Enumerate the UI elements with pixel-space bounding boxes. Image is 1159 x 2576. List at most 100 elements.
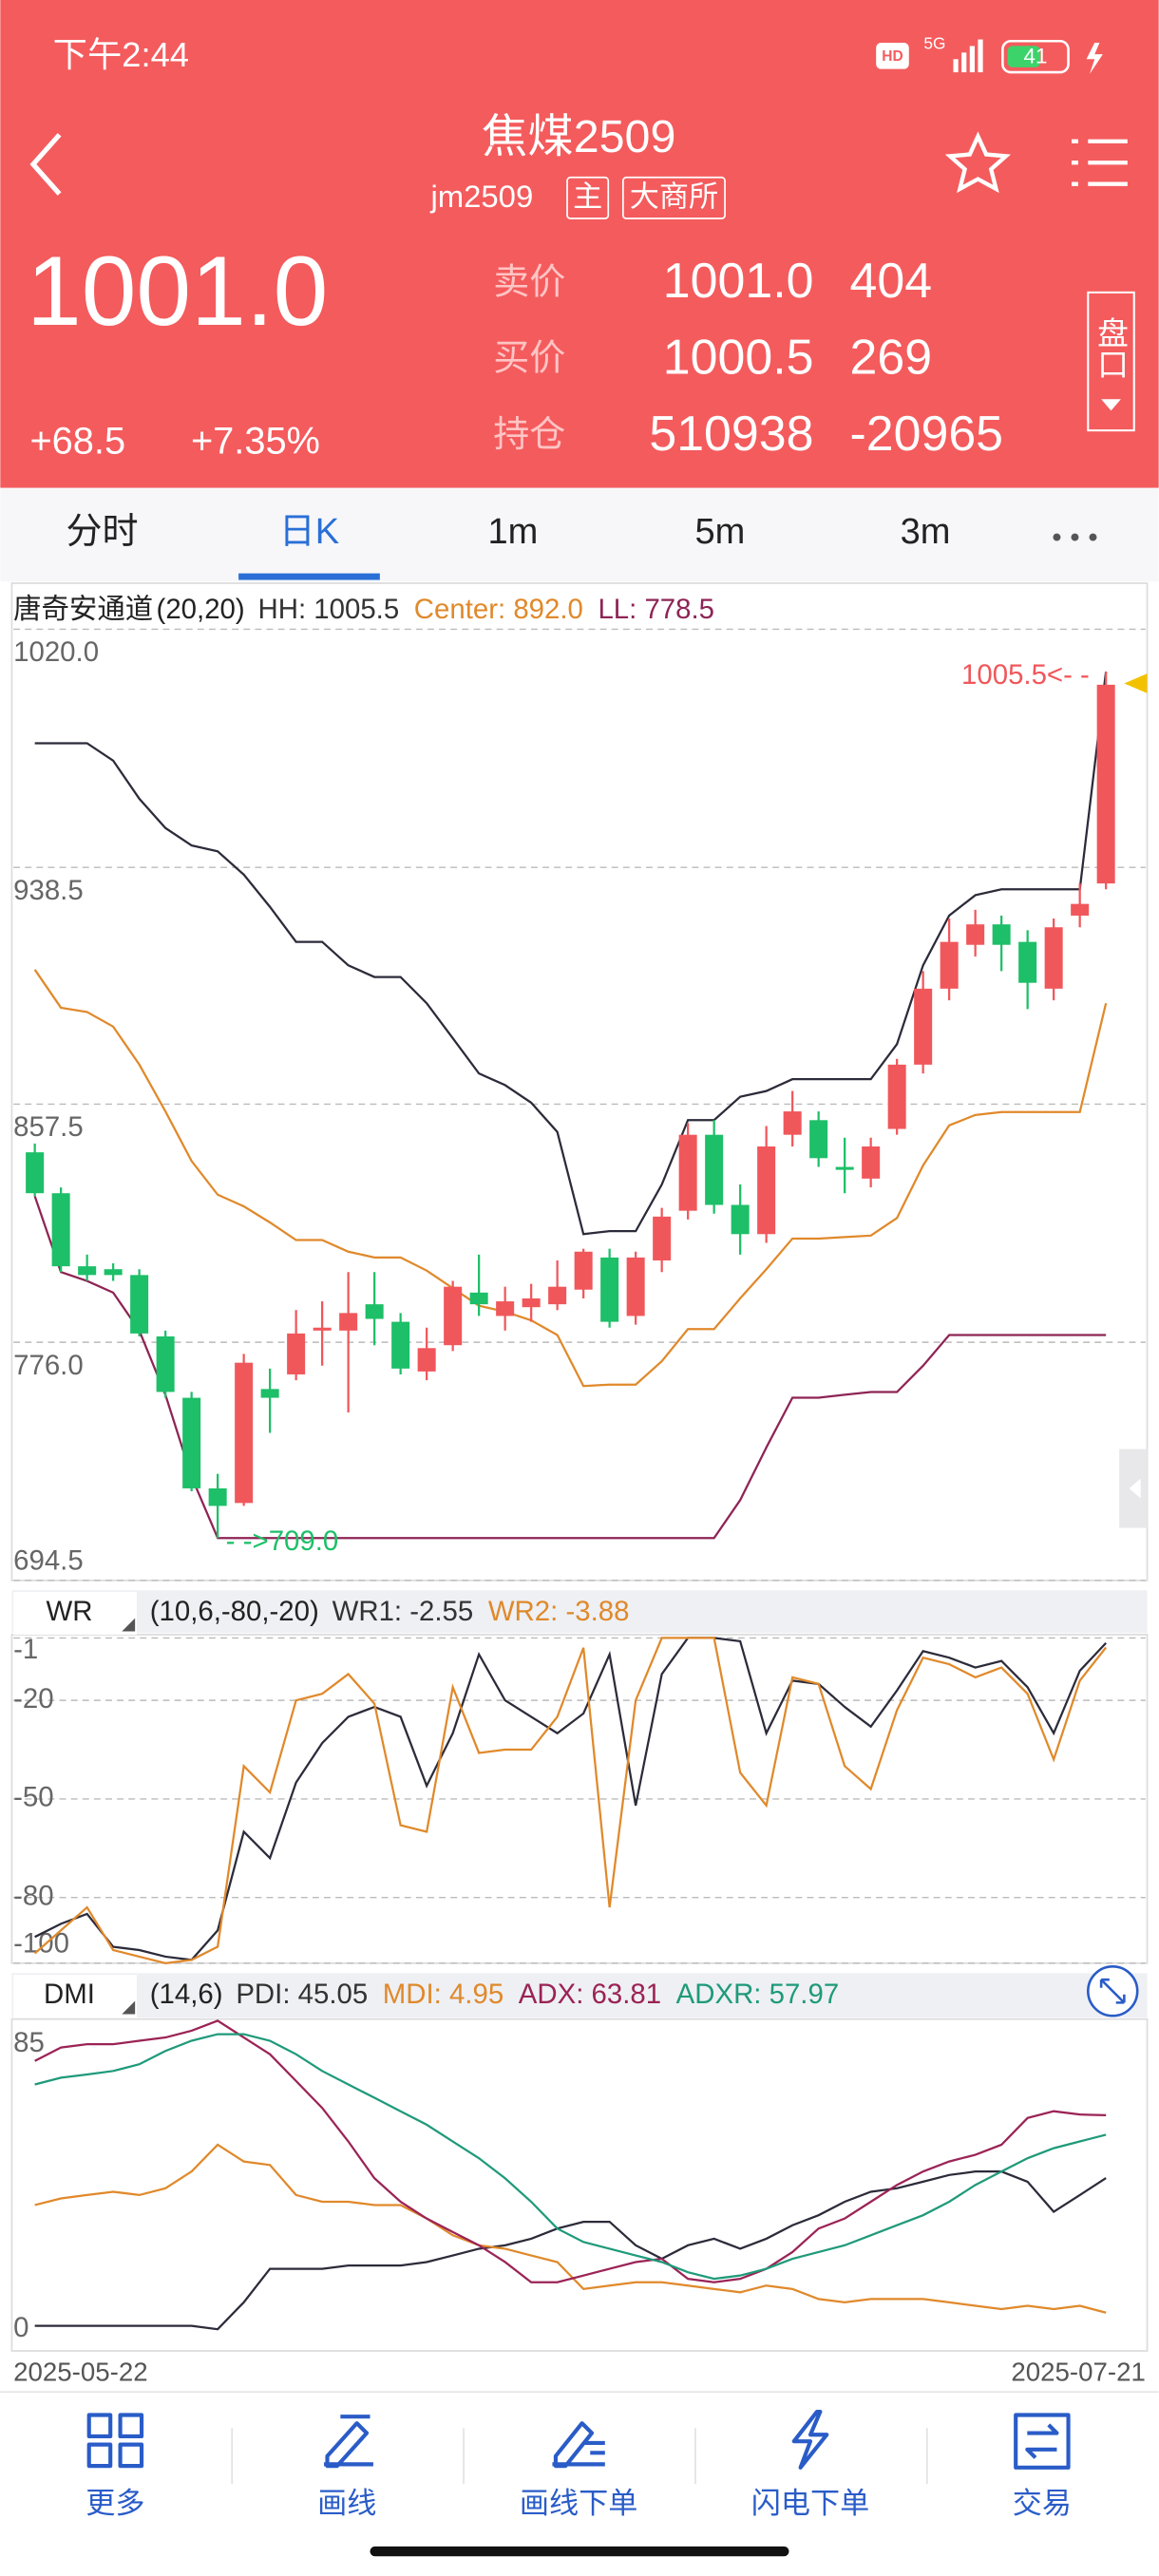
candle-body bbox=[1018, 941, 1037, 983]
indicator-line bbox=[33, 969, 1108, 1388]
title: 焦煤2509 bbox=[482, 111, 676, 162]
indicator-button[interactable] bbox=[13, 1591, 137, 1635]
back-button[interactable] bbox=[29, 133, 62, 196]
candle-body bbox=[966, 924, 985, 945]
quote-price: 1001.0 bbox=[663, 253, 814, 308]
quote-label: 买价 bbox=[493, 339, 565, 379]
indicator-line bbox=[34, 2033, 1107, 2281]
quote-qty: 404 bbox=[850, 253, 933, 308]
legend-entry: MDI: 4.95 bbox=[383, 1979, 504, 2010]
battery-text: 41 bbox=[1023, 44, 1047, 67]
wr-header bbox=[11, 1590, 1148, 1634]
favorite-button[interactable] bbox=[944, 131, 1012, 194]
panel-button[interactable] bbox=[1087, 291, 1135, 432]
legend-entry: ADX: 63.81 bbox=[519, 1979, 661, 2010]
candle-body bbox=[104, 1269, 123, 1276]
hd-icon bbox=[876, 42, 909, 69]
indicator-title: WR bbox=[46, 1596, 92, 1627]
indicator-line bbox=[33, 1195, 1107, 1540]
header-bg bbox=[0, 0, 1159, 488]
candle-body bbox=[887, 1064, 906, 1129]
candle-body bbox=[182, 1397, 201, 1488]
candle-body bbox=[992, 924, 1011, 945]
nav-label[interactable]: 闪电下单 bbox=[751, 2487, 870, 2520]
quote-label: 卖价 bbox=[493, 262, 565, 302]
candle-body bbox=[130, 1275, 149, 1334]
candle-body bbox=[391, 1321, 410, 1369]
dmi-panel bbox=[10, 2017, 1149, 2352]
battery-level bbox=[1007, 46, 1041, 67]
candle-body bbox=[208, 1487, 227, 1506]
indicator-line bbox=[34, 2143, 1107, 2314]
candle-body bbox=[365, 1304, 384, 1319]
indicator-params: (14,6) bbox=[150, 1979, 223, 2010]
quote-price: 510938 bbox=[649, 406, 813, 461]
y-tick-label: 0 bbox=[13, 2312, 28, 2343]
candle-body bbox=[653, 1216, 672, 1260]
last-price: 1001.0 bbox=[27, 236, 328, 346]
nav-icon bbox=[552, 2421, 605, 2469]
nav-label[interactable]: 画线 bbox=[317, 2487, 376, 2520]
quote-table: 卖价 1001.0 404 买价 1000.5 269 持仓 510938 -20965 bbox=[493, 253, 1003, 461]
more-tabs[interactable] bbox=[1053, 533, 1097, 541]
legend-entry: WR1: -2.55 bbox=[332, 1596, 474, 1627]
indicator-line bbox=[34, 2019, 1107, 2283]
indicator-title: DMI bbox=[44, 1979, 95, 2010]
charging-icon bbox=[1086, 42, 1103, 74]
legend-entry: HH: 1005.5 bbox=[258, 594, 400, 625]
nav-label[interactable]: 交易 bbox=[1013, 2487, 1072, 2520]
tab[interactable]: 1m bbox=[488, 512, 539, 552]
tab-underline bbox=[238, 573, 380, 580]
change: +68.5 bbox=[29, 421, 125, 463]
candle-body bbox=[574, 1251, 593, 1290]
nav-label[interactable]: 更多 bbox=[86, 2487, 144, 2520]
tag-box bbox=[621, 176, 726, 219]
quote-price: 1000.5 bbox=[663, 329, 814, 384]
candle-body bbox=[417, 1348, 436, 1372]
y-tick-label: 857.5 bbox=[13, 1111, 84, 1143]
legend-entry: Center: 892.0 bbox=[414, 594, 583, 625]
legend-entry: ADXR: 57.97 bbox=[676, 1979, 840, 2010]
candle-body bbox=[1096, 684, 1115, 884]
side-arrow bbox=[1129, 1478, 1141, 1499]
indicator-line bbox=[34, 1637, 1107, 1961]
tabs: 分时 日K 1m 5m 3m bbox=[66, 512, 951, 580]
menu-button[interactable] bbox=[1072, 139, 1128, 186]
y-tick-label: 694.5 bbox=[13, 1545, 84, 1577]
candle-body bbox=[260, 1389, 279, 1398]
indicator-title: 唐奇安通道 bbox=[13, 594, 153, 625]
hd-text: HD bbox=[882, 48, 902, 65]
indicator-button[interactable] bbox=[13, 1974, 137, 2017]
y-tick-label: -20 bbox=[13, 1683, 53, 1714]
battery bbox=[1001, 39, 1070, 74]
legend-entry: PDI: 45.05 bbox=[236, 1979, 368, 2010]
candle-body bbox=[731, 1204, 750, 1235]
x-tick-label: 2025-07-21 bbox=[1011, 2358, 1145, 2387]
low-annotation: - ->709.0 bbox=[226, 1525, 338, 1557]
candle-body bbox=[26, 1152, 45, 1194]
change-pct: +7.35% bbox=[191, 421, 320, 463]
indicator-caret bbox=[122, 1618, 136, 1632]
tab[interactable]: 3m bbox=[901, 512, 951, 552]
candle-body bbox=[705, 1134, 724, 1205]
high-annotation: 1005.5<- - bbox=[961, 659, 1090, 691]
tab[interactable]: 分时 bbox=[66, 512, 139, 552]
candle-body bbox=[51, 1193, 70, 1267]
code: jm2509 bbox=[429, 179, 533, 214]
indicator-line bbox=[33, 1637, 1108, 1965]
nav-icon bbox=[86, 2413, 144, 2469]
tab-bar bbox=[0, 487, 1159, 582]
candle-body bbox=[235, 1362, 254, 1504]
indicator-params: (20,20) bbox=[157, 594, 245, 625]
nav-label[interactable]: 画线下单 bbox=[520, 2487, 638, 2520]
tab[interactable]: 5m bbox=[694, 512, 745, 552]
tab[interactable]: 日K bbox=[279, 512, 339, 552]
candle-body bbox=[522, 1297, 541, 1308]
home-indicator bbox=[370, 2546, 789, 2557]
main-panel bbox=[10, 582, 1149, 1582]
candle-body bbox=[444, 1286, 463, 1346]
signal bbox=[953, 39, 983, 73]
y-tick-label: -80 bbox=[13, 1880, 53, 1911]
candle-body bbox=[313, 1327, 332, 1331]
